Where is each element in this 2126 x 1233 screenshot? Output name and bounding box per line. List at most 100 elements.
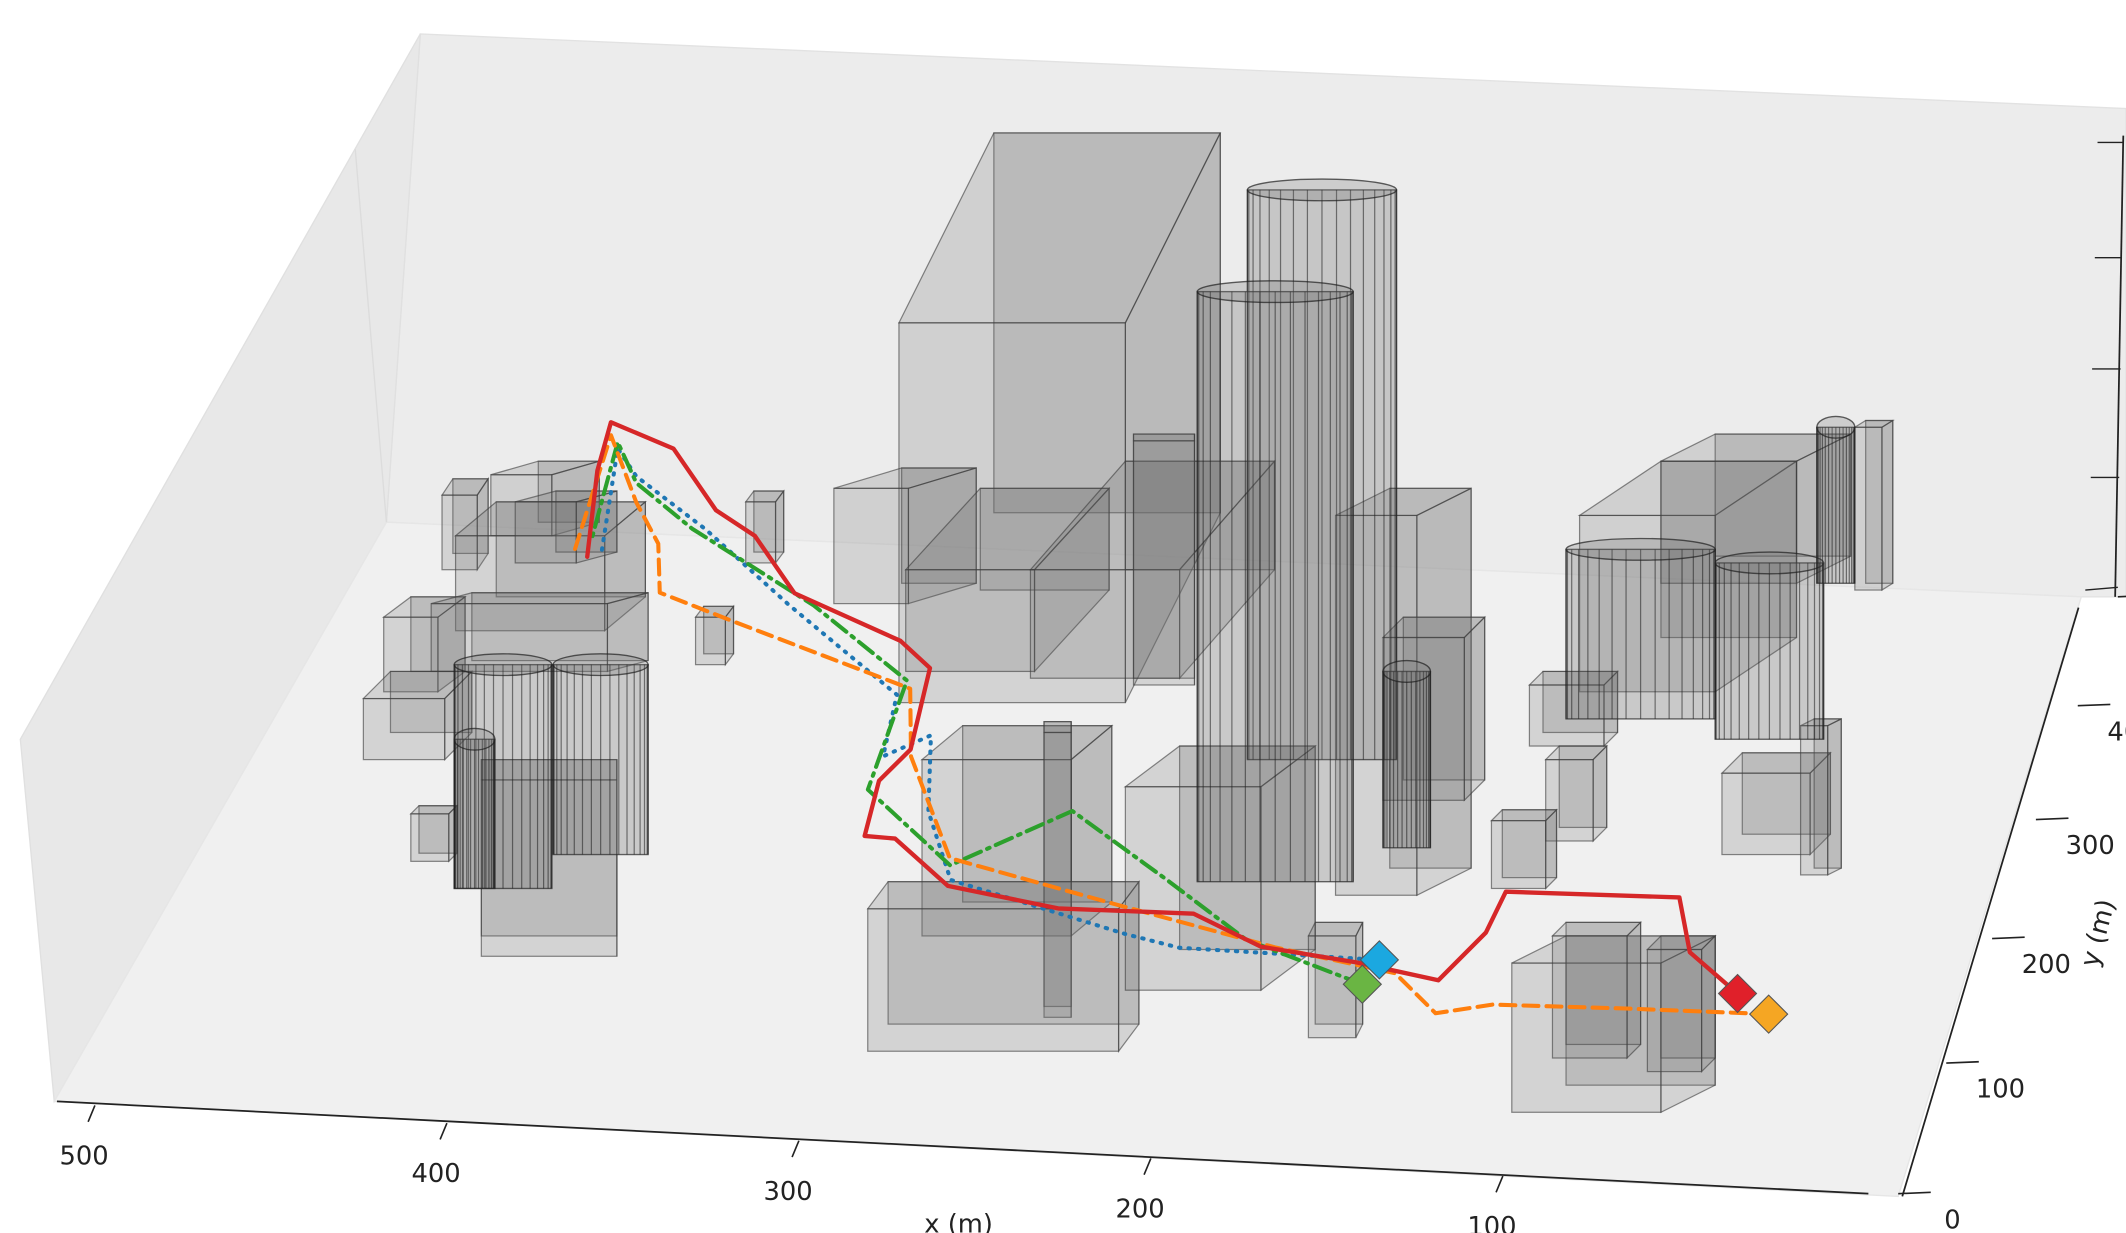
building-front <box>1799 725 1829 876</box>
y-tick-label: 200 <box>2022 950 2071 980</box>
trajectory <box>571 433 1771 1017</box>
building-front <box>430 603 609 673</box>
tower-top <box>1196 280 1354 304</box>
y-tick <box>1898 1191 1931 1195</box>
building-back <box>452 478 489 555</box>
building-back <box>1402 616 1486 781</box>
building-back <box>1542 670 1619 734</box>
tower <box>1816 415 1856 584</box>
building <box>1550 920 1643 1060</box>
tower-top <box>1382 659 1432 683</box>
building <box>1720 751 1832 857</box>
building-back <box>1043 721 1072 1008</box>
building-back <box>1660 935 1716 1059</box>
building <box>1544 744 1609 843</box>
x-tick <box>87 1105 96 1123</box>
building-front <box>490 474 553 537</box>
building-front <box>362 697 446 761</box>
x-tick <box>791 1140 800 1158</box>
building-side <box>1592 744 1608 843</box>
building <box>1577 460 1799 693</box>
building-side <box>1701 934 1716 1074</box>
z-tick <box>2085 586 2118 591</box>
tower <box>1382 659 1432 849</box>
building-front <box>1029 569 1181 679</box>
building <box>866 879 1141 1054</box>
building-side <box>1545 808 1558 890</box>
x-tick-label: 400 <box>411 1159 460 1189</box>
building-top <box>1550 921 1643 937</box>
wall-edge <box>354 149 388 523</box>
building <box>897 132 1222 704</box>
building-front <box>480 779 618 957</box>
x-tick <box>439 1122 448 1140</box>
tower-top <box>1714 551 1825 575</box>
building-front <box>1854 426 1883 591</box>
building-top <box>1132 433 1196 442</box>
building-front <box>898 322 1126 704</box>
tower-top <box>1816 415 1856 439</box>
building-front <box>1043 731 1072 1018</box>
x-tick-label: 200 <box>1115 1194 1164 1224</box>
building-side <box>1827 717 1842 876</box>
y-tick-label: 400 <box>2107 717 2126 747</box>
building <box>904 486 1111 674</box>
building <box>1852 419 1895 592</box>
trajectory <box>598 446 1382 962</box>
z-axis-line <box>2114 135 2125 597</box>
y-axis-line <box>1901 607 2080 1197</box>
x-tick-label: 100 <box>1467 1212 1516 1233</box>
y-axis-label: y (m) <box>2075 896 2122 970</box>
x-tick <box>1143 1158 1152 1175</box>
tower <box>1196 280 1354 883</box>
start-marker <box>1359 940 1400 980</box>
y-tick-label: 0 <box>1944 1205 1960 1233</box>
building <box>490 460 600 537</box>
tower-top <box>1565 537 1716 561</box>
tower <box>1714 551 1825 740</box>
y-tick-label: 300 <box>2066 831 2115 861</box>
trajectory <box>585 420 1740 996</box>
building-back <box>962 725 1113 903</box>
building-front <box>867 908 1120 1052</box>
y-tick <box>2077 703 2111 707</box>
x-tick-label: 300 <box>763 1177 812 1207</box>
building <box>1132 433 1196 686</box>
y-tick <box>1946 1060 1979 1064</box>
building-front <box>1551 935 1628 1059</box>
building <box>514 490 618 564</box>
building <box>1645 934 1717 1074</box>
building <box>1527 669 1620 748</box>
building-back <box>537 460 600 523</box>
building <box>1381 615 1487 802</box>
trajectory <box>590 440 1365 987</box>
building-back <box>1124 460 1276 571</box>
tower-top <box>453 727 496 751</box>
trajectories <box>571 420 1789 1034</box>
building-back <box>1565 921 1642 1046</box>
building <box>430 591 649 673</box>
y-tick <box>2117 595 2126 598</box>
building-front <box>694 616 726 666</box>
building-side <box>1626 920 1642 1060</box>
axes: x (m) y (m) 100 200 300 400 500 0 100 200 300 400… <box>56 135 2126 1233</box>
building-front <box>1721 772 1811 856</box>
building-back <box>1741 752 1832 835</box>
building <box>1799 717 1842 876</box>
start-marker <box>1342 964 1383 1005</box>
building-front <box>441 494 478 571</box>
tower <box>1246 178 1398 761</box>
building-top <box>1043 721 1072 734</box>
y-tick <box>2035 817 2069 821</box>
building-top <box>1307 921 1364 937</box>
building-front <box>383 616 439 693</box>
building-front <box>1132 440 1196 686</box>
building-side <box>1463 615 1486 802</box>
building-side <box>1881 419 1894 592</box>
building <box>1489 808 1559 890</box>
start-marker <box>1717 973 1758 1014</box>
building <box>440 476 490 572</box>
building-front <box>1545 758 1594 842</box>
building-front <box>1124 786 1262 991</box>
